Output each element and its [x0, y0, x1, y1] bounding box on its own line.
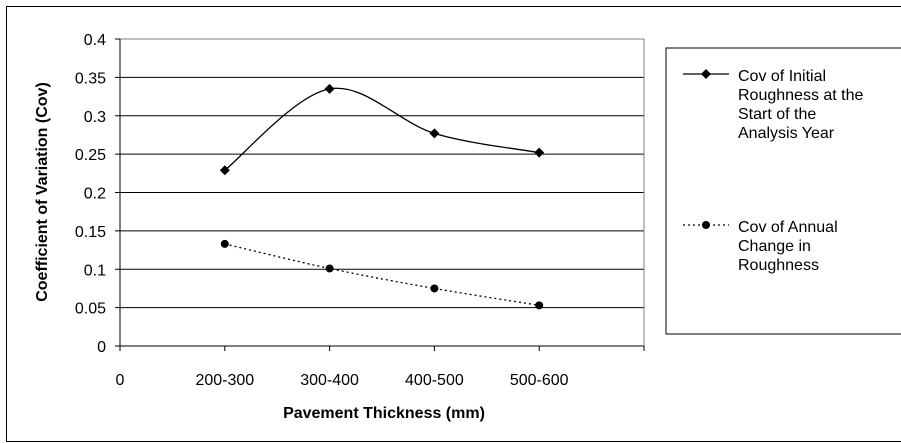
data-point: [534, 147, 545, 158]
legend-label-line: Roughness: [738, 257, 819, 274]
legend-label: Cov of Annual Change in Roughness: [738, 219, 838, 274]
x-tick-label: 400-500: [405, 372, 464, 389]
data-point: [219, 165, 230, 176]
y-tick-label: 0.25: [75, 147, 106, 164]
x-tick-label: 300-400: [300, 372, 359, 389]
x-tick-label: 200-300: [195, 372, 254, 389]
legend-marker: [701, 69, 711, 79]
legend: Cov of Initial Roughness at the Start of t…: [683, 68, 864, 274]
legend-label-line: Change in: [738, 238, 811, 255]
legend-item: Cov of Annual Change in Roughness: [683, 219, 838, 274]
gridlines: [120, 38, 644, 309]
x-tick-label: 0: [116, 372, 125, 389]
x-axis-ticks: 0 200-300 300-400 400-500 500-600: [116, 346, 645, 389]
series-layer: [219, 83, 545, 310]
y-tick-label: 0.4: [84, 32, 106, 49]
y-tick-label: 0: [97, 339, 106, 356]
data-point: [429, 128, 440, 139]
legend-label: Cov of Initial Roughness at the Start of t…: [738, 68, 864, 142]
data-point: [324, 83, 335, 94]
y-tick-label: 0.2: [84, 186, 106, 203]
y-tick-label: 0.15: [75, 224, 106, 241]
data-point: [535, 301, 544, 310]
series-line: [224, 243, 540, 306]
legend-label-line: Cov of Annual: [738, 219, 838, 236]
legend-label-line: Cov of Initial: [738, 68, 826, 85]
y-tick-label: 0.05: [75, 301, 106, 318]
legend-label-line: Analysis Year: [738, 125, 835, 142]
y-axis-ticks: 0 0.05 0.1 0.15 0.2 0.25 0.3 0.35 0.4: [75, 32, 120, 356]
legend-box: [665, 47, 901, 335]
y-tick-label: 0.1: [84, 262, 106, 279]
data-point: [430, 284, 439, 293]
series-1: [219, 83, 545, 176]
y-tick-label: 0.3: [84, 109, 106, 126]
data-point: [220, 239, 229, 248]
x-tick-label: 500-600: [510, 372, 569, 389]
legend-item: Cov of Initial Roughness at the Start of t…: [683, 68, 864, 142]
series-line: [224, 87, 540, 171]
data-point: [325, 264, 334, 273]
y-tick-label: 0.35: [75, 70, 106, 87]
legend-marker: [702, 221, 710, 229]
series-2: [220, 239, 544, 310]
legend-label-line: Roughness at the: [738, 87, 864, 104]
legend-label-line: Start of the: [738, 106, 816, 123]
y-axis-title: Coefficient of Variation (Cov): [34, 82, 51, 302]
x-axis-title: Pavement Thickness (mm): [283, 405, 485, 422]
